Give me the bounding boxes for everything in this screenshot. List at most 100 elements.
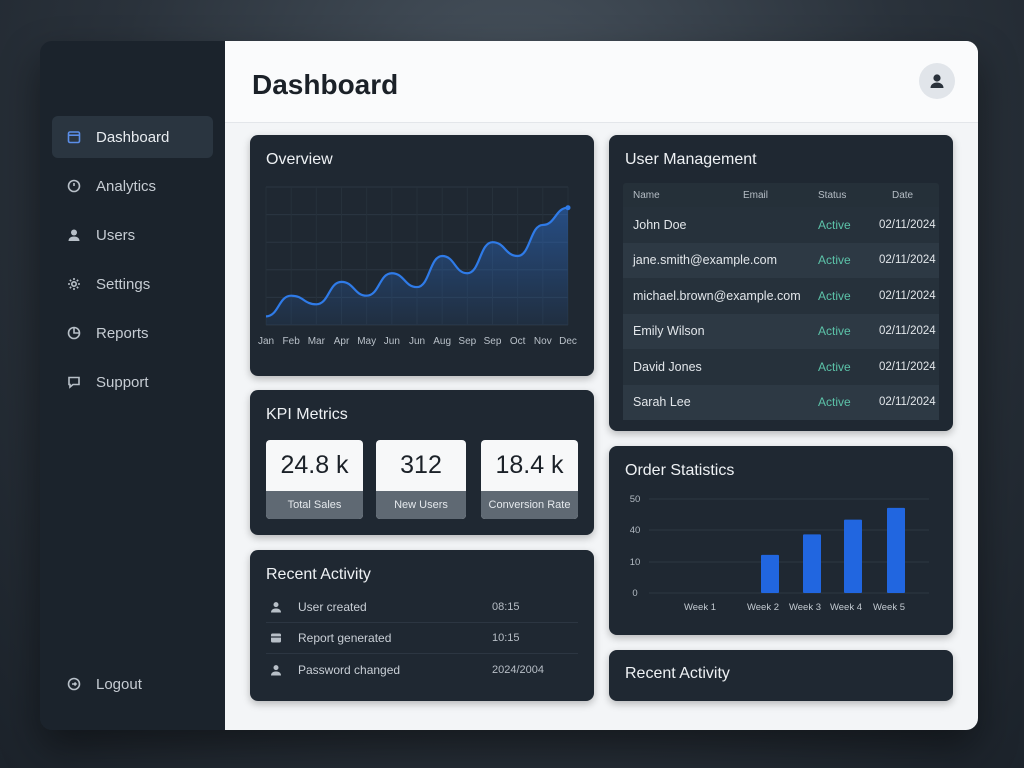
sidebar-item-reports[interactable]: Reports — [52, 312, 213, 354]
sidebar-item-label: Users — [96, 226, 136, 244]
sidebar-item-users[interactable]: Users — [52, 214, 213, 256]
x-tick-label: Dec — [559, 336, 577, 347]
kpi-value: 18.4 k — [495, 451, 564, 479]
calendar-icon — [66, 129, 82, 145]
sidebar-item-label: Support — [96, 373, 149, 391]
user-management-title: User Management — [625, 151, 757, 168]
x-tick-label: Nov — [534, 336, 552, 347]
table-row[interactable]: Emily Wilson Active 02/11/2024 — [623, 313, 939, 349]
user-name: Emily Wilson — [633, 324, 705, 339]
y-tick-label: 50 — [630, 494, 641, 505]
order-statistics-card: Order Statistics 50 40 10 0 Week 1 Week 2 Week… — [609, 446, 953, 635]
activity-label: Password changed — [298, 662, 401, 677]
kpi-label: New Users — [376, 491, 466, 519]
status-badge: Active — [818, 359, 851, 374]
table-row[interactable]: John Doe Active 02/11/2024 — [623, 207, 939, 243]
activity-item[interactable]: User created 08:15 — [266, 592, 578, 623]
recent-activity-title: Recent Activity — [266, 566, 371, 583]
user-avatar-button[interactable] — [919, 63, 955, 99]
activity-item[interactable]: Password changed 2024/2004 — [266, 654, 578, 685]
user-date: 02/11/2024 — [879, 396, 936, 409]
x-tick-label: Week 3 — [789, 602, 821, 613]
bar — [887, 507, 905, 593]
pie-chart-icon — [66, 325, 82, 341]
logout-icon — [66, 676, 82, 692]
overview-title: Overview — [266, 151, 333, 168]
series-area — [266, 207, 568, 325]
bar — [761, 554, 779, 593]
kpi-total-sales[interactable]: 24.8 k Total Sales — [266, 440, 363, 519]
x-tick-label: Week 4 — [830, 602, 862, 613]
column-header-date[interactable]: Date — [892, 189, 914, 201]
table-row[interactable]: jane.smith@example.com Active 02/11/2024 — [623, 242, 939, 278]
clock-icon — [66, 178, 82, 194]
user-date: 02/11/2024 — [879, 360, 936, 373]
sidebar-item-settings[interactable]: Settings — [52, 263, 213, 305]
main-content: Dashboard Overview Jan Feb Mar Apr May Jun Jun… — [225, 41, 978, 730]
activity-label: User created — [298, 600, 367, 614]
x-tick-label: Week 1 — [684, 602, 716, 613]
kpi-new-users[interactable]: 312 New Users — [376, 440, 466, 519]
page-title: Dashboard — [252, 69, 399, 100]
table-row[interactable]: David Jones Active 02/11/2024 — [623, 349, 939, 385]
gear-icon — [66, 276, 82, 292]
kpi-label: Conversion Rate — [481, 491, 578, 519]
sidebar-item-analytics[interactable]: Analytics — [52, 165, 213, 207]
recent-activity-card: Recent Activity User created 08:15 Repor… — [250, 550, 594, 701]
user-date: 02/11/2024 — [879, 325, 936, 338]
user-icon — [270, 664, 286, 676]
status-badge: Active — [818, 324, 851, 339]
chat-icon — [66, 374, 82, 390]
app-window: Dashboard Analytics Users Settings Repor… — [40, 41, 978, 730]
user-name: Sarah Lee — [633, 395, 691, 410]
series-line — [265, 206, 569, 318]
users-table: Name Email Status Date John Doe Active 0… — [623, 183, 939, 420]
column-header-email[interactable]: Email — [743, 189, 769, 201]
activity-time: 2024/2004 — [492, 663, 544, 676]
x-tick-label: Apr — [334, 336, 350, 347]
kpi-conversion-rate[interactable]: 18.4 k Conversion Rate — [481, 440, 578, 519]
sidebar-item-label: Dashboard — [96, 128, 170, 146]
user-name: michael.brown@example.com — [633, 288, 801, 303]
status-badge: Active — [818, 288, 851, 303]
status-badge: Active — [818, 395, 851, 410]
kpi-value: 24.8 k — [280, 451, 349, 479]
users-table-header: Name Email Status Date — [623, 183, 939, 207]
user-avatar-icon — [930, 74, 944, 88]
recent-activity-card-secondary[interactable]: Recent Activity — [609, 650, 953, 701]
x-tick-label: Feb — [283, 336, 301, 347]
overview-area-chart: Jan Feb Mar Apr May Jun Jun Aug Sep Sep Oct Nov Dec — [258, 186, 577, 347]
user-name: John Doe — [633, 217, 687, 232]
x-tick-label: Jun — [384, 336, 400, 347]
status-badge: Active — [818, 217, 851, 232]
activity-item[interactable]: Report generated 10:15 — [266, 623, 578, 654]
user-icon — [66, 227, 82, 243]
sidebar-item-label: Reports — [96, 324, 149, 342]
table-row[interactable]: michael.brown@example.com Active 02/11/2… — [623, 278, 939, 314]
sidebar-item-label: Settings — [96, 275, 151, 293]
x-tick-label: Mar — [308, 336, 326, 347]
x-tick-label: Oct — [510, 336, 526, 347]
x-tick-label: May — [357, 336, 376, 347]
column-header-name[interactable]: Name — [633, 189, 660, 201]
kpi-card: KPI Metrics 24.8 k Total Sales 312 New U… — [250, 390, 594, 535]
recent-activity-title: Recent Activity — [625, 665, 730, 682]
user-management-card: User Management Name Email Status Date J… — [609, 135, 953, 431]
activity-time: 08:15 — [492, 601, 520, 613]
sidebar-item-support[interactable]: Support — [52, 361, 213, 403]
user-name: David Jones — [633, 359, 702, 374]
x-tick-label: Week 5 — [873, 602, 905, 613]
sidebar-item-dashboard[interactable]: Dashboard — [52, 116, 213, 158]
logout-button[interactable]: Logout — [52, 663, 213, 705]
y-tick-label: 0 — [632, 588, 637, 599]
series-end-point — [565, 205, 571, 211]
y-tick-label: 10 — [630, 557, 641, 568]
bar — [844, 519, 862, 593]
table-row[interactable]: Sarah Lee Active 02/11/2024 — [623, 384, 939, 420]
column-header-status[interactable]: Status — [818, 189, 847, 201]
user-icon — [270, 601, 286, 613]
sidebar: Dashboard Analytics Users Settings Repor… — [40, 41, 225, 730]
overview-card: Overview Jan Feb Mar Apr May Jun Jun Aug Sep Sep O… — [250, 135, 594, 376]
document-icon — [270, 632, 286, 644]
status-badge: Active — [818, 253, 851, 268]
